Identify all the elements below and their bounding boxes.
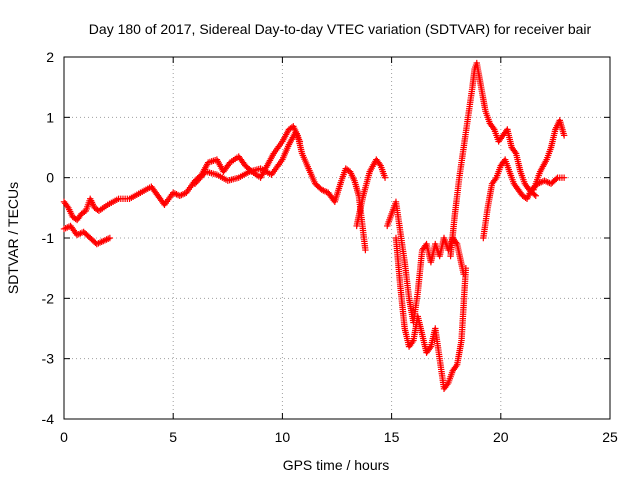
data-point bbox=[64, 203, 71, 210]
x-tick-label: 5 bbox=[169, 429, 177, 445]
tick-labels: 0 5 10 15 20 25 -4 -3 -2 -1 0 1 2 bbox=[42, 49, 618, 445]
data-point bbox=[560, 132, 568, 139]
data-point bbox=[376, 160, 383, 168]
series-sat-a bbox=[60, 222, 114, 248]
data-series bbox=[60, 59, 568, 393]
y-tick-label: 1 bbox=[46, 109, 54, 125]
data-point bbox=[560, 174, 568, 181]
y-tick-label: -2 bbox=[42, 290, 55, 306]
data-point bbox=[426, 344, 434, 352]
y-tick-label: 0 bbox=[46, 170, 54, 186]
y-axis-label: SDTVAR / TECUs bbox=[5, 182, 21, 294]
chart-title: Day 180 of 2017, Sidereal Day-to-day VTE… bbox=[89, 21, 592, 37]
data-point bbox=[511, 148, 519, 156]
data-point bbox=[362, 246, 369, 254]
x-axis-label: GPS time / hours bbox=[283, 457, 390, 473]
y-tick-label: 2 bbox=[46, 49, 54, 65]
data-point bbox=[531, 191, 538, 198]
data-point bbox=[553, 175, 560, 183]
data-point bbox=[106, 234, 114, 242]
series-sat-d bbox=[353, 156, 389, 230]
data-point bbox=[532, 192, 539, 199]
data-point bbox=[409, 338, 416, 346]
x-tick-label: 20 bbox=[493, 429, 509, 445]
y-tick-label: -3 bbox=[42, 351, 55, 367]
axis-ticks bbox=[63, 56, 611, 420]
data-point bbox=[444, 381, 451, 388]
series-sat-i bbox=[530, 117, 568, 193]
data-point bbox=[462, 264, 470, 272]
y-tick-label: -1 bbox=[42, 230, 55, 246]
y-tick-label: -4 bbox=[42, 411, 55, 427]
x-tick-label: 15 bbox=[384, 429, 400, 445]
series-sat-g bbox=[447, 59, 539, 260]
data-point bbox=[381, 174, 389, 181]
x-tick-label: 25 bbox=[602, 429, 618, 445]
data-point bbox=[492, 175, 499, 183]
data-point bbox=[179, 191, 187, 198]
x-tick-label: 0 bbox=[60, 429, 68, 445]
data-point bbox=[296, 138, 304, 145]
data-point bbox=[452, 239, 460, 246]
data-point bbox=[173, 191, 180, 198]
x-tick-label: 10 bbox=[275, 429, 291, 445]
data-point bbox=[452, 363, 460, 370]
series-sat-b bbox=[60, 123, 369, 254]
data-point bbox=[489, 124, 497, 132]
series-sat-c bbox=[191, 129, 304, 187]
series-sat-h bbox=[480, 156, 568, 242]
series-sat-f bbox=[392, 234, 470, 393]
grid bbox=[64, 57, 610, 419]
